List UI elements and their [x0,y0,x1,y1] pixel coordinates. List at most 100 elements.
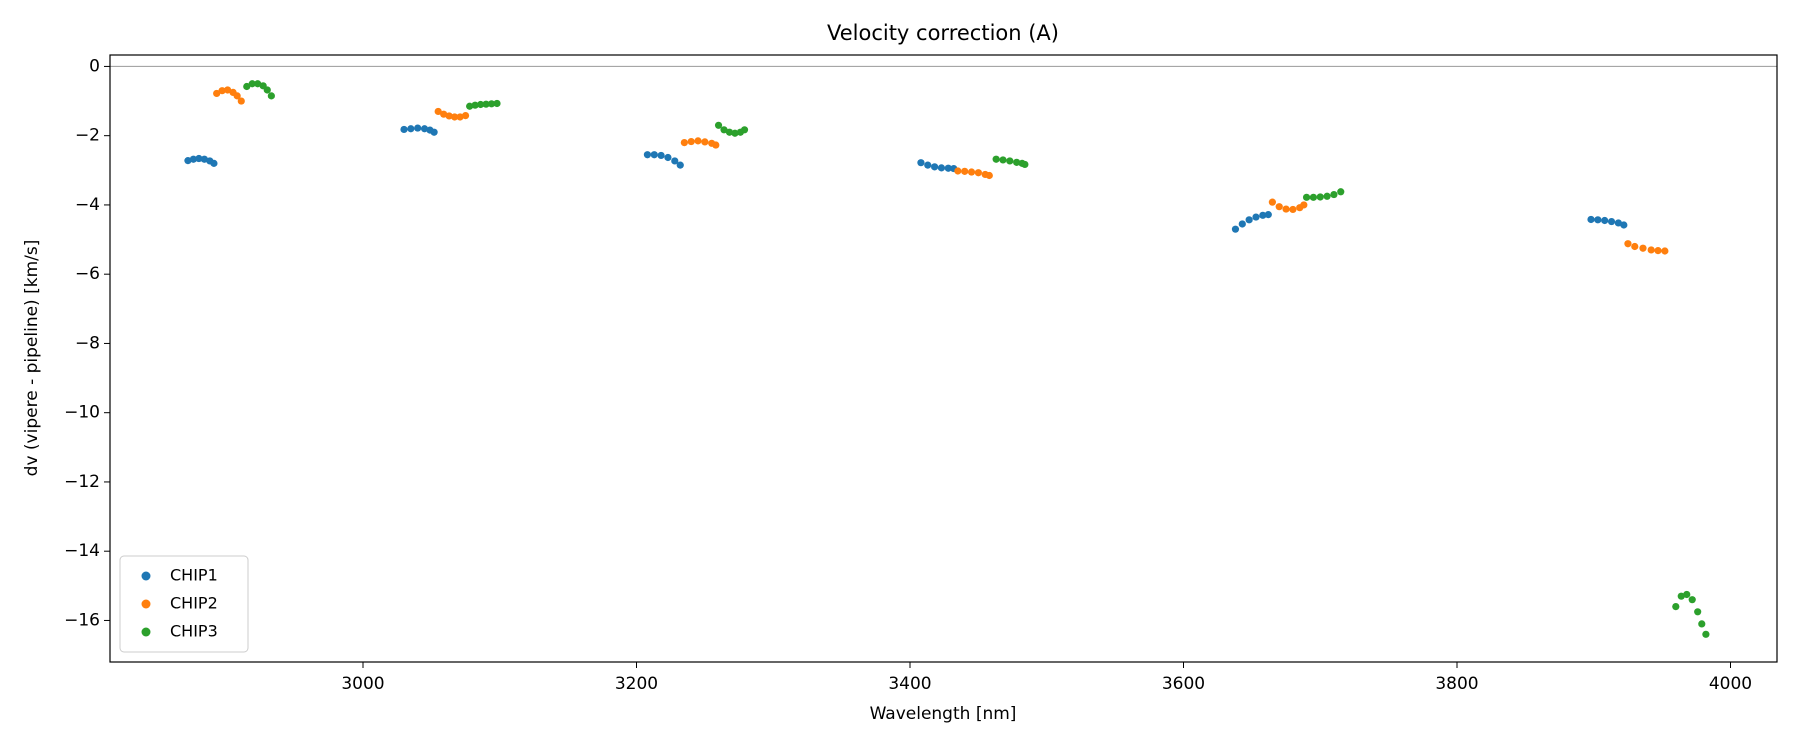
chart-title: Velocity correction (A) [827,21,1059,45]
data-point [1672,602,1680,611]
y-tick-label: −12 [64,472,100,492]
data-point [714,121,723,129]
legend-marker [141,627,151,637]
data-point [200,155,208,163]
data-point [740,126,749,134]
data-point [725,128,734,136]
data-point [445,112,453,120]
x-tick-label: 3400 [888,674,931,694]
data-point [671,157,679,165]
data-point [1302,193,1311,201]
data-point [1647,246,1655,254]
data-point [1309,193,1318,201]
data-point [420,125,429,133]
x-tick-label: 3800 [1435,674,1478,694]
data-point [1323,192,1331,200]
data-point [974,169,982,177]
legend-box [119,555,249,653]
data-point [1238,220,1246,228]
data-point [992,155,1000,163]
data-point [430,128,438,136]
data-point [466,102,474,110]
data-point [1688,596,1696,604]
legend-marker [141,599,151,609]
data-point [1654,247,1662,255]
data-point [917,159,925,167]
data-point [1231,225,1240,233]
data-point [676,161,684,169]
data-point [701,138,709,146]
data-point [985,171,993,180]
data-point [1698,620,1706,628]
data-point [944,164,952,172]
data-point [213,89,221,98]
data-point [1594,216,1602,224]
data-point [680,139,688,147]
data-point [184,157,192,165]
data-point [967,168,976,176]
data-point [937,164,946,172]
data-point [1587,215,1595,224]
x-tick-label: 4000 [1709,674,1752,694]
data-point [471,101,479,109]
x-tick-label: 3600 [1162,674,1205,694]
data-point [233,92,241,100]
data-point [487,100,496,108]
data-point [267,92,275,100]
data-point [482,100,490,108]
data-point [1289,205,1297,214]
y-tick-label: −4 [75,195,100,215]
data-point [1620,221,1628,229]
y-tick-label: −16 [64,610,100,630]
data-point [1661,247,1669,255]
data-point [1683,590,1691,599]
x-tick-label: 3000 [341,674,384,694]
data-point [1268,198,1276,206]
y-tick-label: 0 [89,56,100,76]
data-point [712,141,720,149]
legend-marker [141,571,151,581]
data-point [694,137,702,145]
y-tick-label: −8 [75,333,100,353]
data-point [643,151,652,159]
data-point [1013,158,1021,166]
data-point [954,167,962,175]
data-point [1006,157,1014,165]
y-tick-label: −6 [75,264,100,284]
y-tick-label: −10 [64,403,100,423]
data-point [1264,211,1272,219]
data-point [1275,203,1283,211]
data-point [263,86,271,94]
data-point [224,86,232,94]
data-point [461,111,470,120]
data-point [924,161,932,169]
data-point [400,125,408,134]
data-point [1330,190,1338,199]
y-axis-label: dv (vipere - pipeline) [km/s] [22,240,42,477]
data-point [476,100,485,109]
legend-label: CHIP2 [170,594,218,613]
data-point [1614,219,1622,227]
data-point [434,107,442,116]
data-point [961,167,969,175]
x-axis-label: Wavelength [nm] [870,704,1017,724]
data-point [1631,242,1639,251]
data-point [1259,211,1267,219]
data-point [657,151,665,160]
data-point [664,153,672,162]
data-point [1252,213,1260,221]
data-point [218,87,226,95]
data-point [731,129,739,137]
data-point [414,124,422,132]
data-point [999,156,1007,164]
data-point [254,80,262,88]
data-point [440,110,448,118]
data-point [210,159,218,167]
data-point [1300,201,1308,209]
x-tick-label: 3200 [615,674,658,694]
data-point [931,163,939,171]
data-point [720,126,728,134]
data-point [1601,216,1609,225]
